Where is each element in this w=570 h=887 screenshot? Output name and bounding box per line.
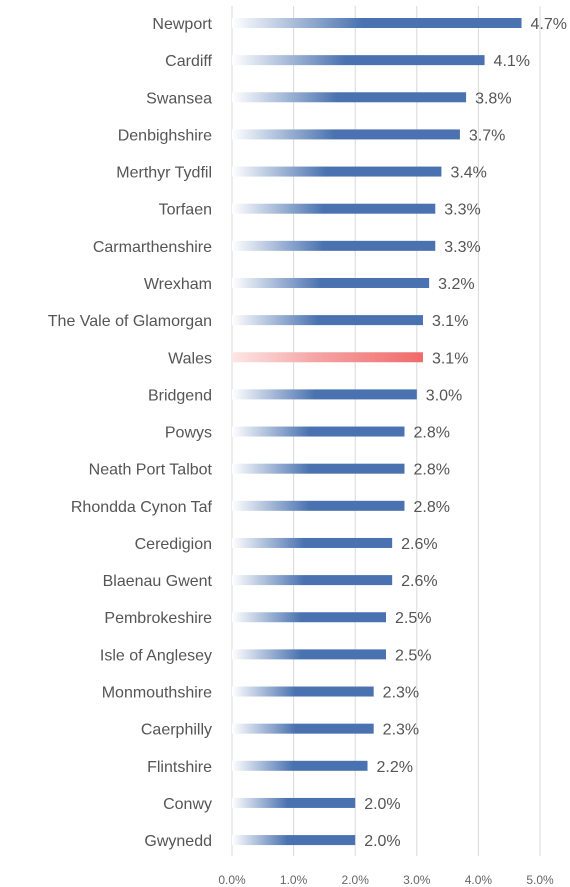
bar (232, 500, 405, 511)
bar (232, 575, 393, 586)
category-label: Carmarthenshire (93, 239, 212, 256)
category-label: Blaenau Gwent (103, 573, 213, 590)
bar (232, 463, 405, 474)
value-label: 2.0% (364, 796, 400, 813)
value-label: 2.5% (395, 610, 431, 627)
x-axis-tick-labels: 0.0% 1.0% 2.0% 3.0% 4.0% 5.0% (218, 873, 554, 887)
value-label: 3.1% (432, 313, 468, 330)
category-label: Merthyr Tydfil (116, 165, 212, 182)
bar (232, 277, 430, 288)
category-label: Gwynedd (144, 833, 212, 850)
bar (232, 129, 460, 140)
value-label: 2.0% (364, 833, 400, 850)
value-label: 2.6% (401, 573, 437, 590)
category-label: Monmouthshire (102, 685, 212, 702)
bar (232, 686, 374, 697)
value-labels: 4.7% 4.1% 3.8% 3.7% 3.4% 3.3% 3.3% 3.2% 3.1% 3.1%… (364, 16, 567, 850)
value-label: 3.7% (469, 127, 505, 144)
category-label: Isle of Anglesey (100, 647, 212, 664)
bar (232, 649, 386, 660)
value-label: 2.3% (383, 722, 419, 739)
category-label: Pembrokeshire (104, 610, 212, 627)
bar (232, 760, 368, 771)
category-label: Bridgend (148, 387, 212, 404)
bar (232, 92, 467, 103)
value-label: 4.1% (494, 53, 530, 70)
category-label: Denbighshire (118, 127, 212, 144)
category-label: Rhondda Cynon Taf (71, 499, 213, 516)
category-label: Newport (152, 16, 212, 33)
bar (232, 537, 393, 548)
value-label: 4.7% (531, 16, 567, 33)
value-label: 2.5% (395, 647, 431, 664)
category-label: Cardiff (165, 53, 212, 70)
category-labels: Newport Cardiff Swansea Denbighshire Merthyr… (48, 16, 213, 850)
category-label: Ceredigion (135, 536, 212, 553)
x-tick-label: 2.0% (342, 873, 370, 887)
category-label: Conwy (163, 796, 212, 813)
bar (232, 55, 485, 66)
bar (232, 723, 374, 734)
bar (232, 612, 386, 623)
value-label: 2.8% (413, 499, 449, 516)
value-label: 3.1% (432, 350, 468, 367)
value-label: 3.8% (475, 90, 511, 107)
bar (232, 315, 423, 326)
value-label: 2.3% (383, 685, 419, 702)
bar (232, 426, 405, 437)
bars (232, 18, 522, 846)
bar (232, 797, 356, 808)
bar-highlight (232, 352, 423, 363)
value-label: 3.3% (444, 239, 480, 256)
value-label: 2.8% (413, 462, 449, 479)
category-label: The Vale of Glamorgan (48, 313, 212, 330)
value-label: 3.0% (426, 387, 462, 404)
bar (232, 835, 356, 846)
value-label: 3.3% (444, 202, 480, 219)
category-label: Powys (165, 425, 212, 442)
x-tick-label: 5.0% (526, 873, 554, 887)
value-label: 3.4% (450, 165, 486, 182)
x-tick-label: 4.0% (465, 873, 493, 887)
value-label: 2.8% (413, 425, 449, 442)
bar (232, 18, 522, 28)
bar (232, 166, 442, 177)
bar (232, 389, 417, 400)
category-label: Wales (168, 350, 212, 367)
value-label: 2.2% (377, 759, 413, 776)
category-label: Wrexham (144, 276, 212, 293)
value-label: 2.6% (401, 536, 437, 553)
x-tick-label: 0.0% (218, 873, 246, 887)
category-label: Swansea (146, 90, 212, 107)
x-tick-label: 1.0% (280, 873, 308, 887)
category-label: Neath Port Talbot (89, 462, 213, 479)
bar (232, 240, 436, 251)
value-label: 3.2% (438, 276, 474, 293)
x-tick-label: 3.0% (403, 873, 431, 887)
category-label: Flintshire (147, 759, 212, 776)
category-label: Torfaen (159, 202, 212, 219)
category-label: Caerphilly (141, 722, 212, 739)
bar (232, 203, 436, 214)
